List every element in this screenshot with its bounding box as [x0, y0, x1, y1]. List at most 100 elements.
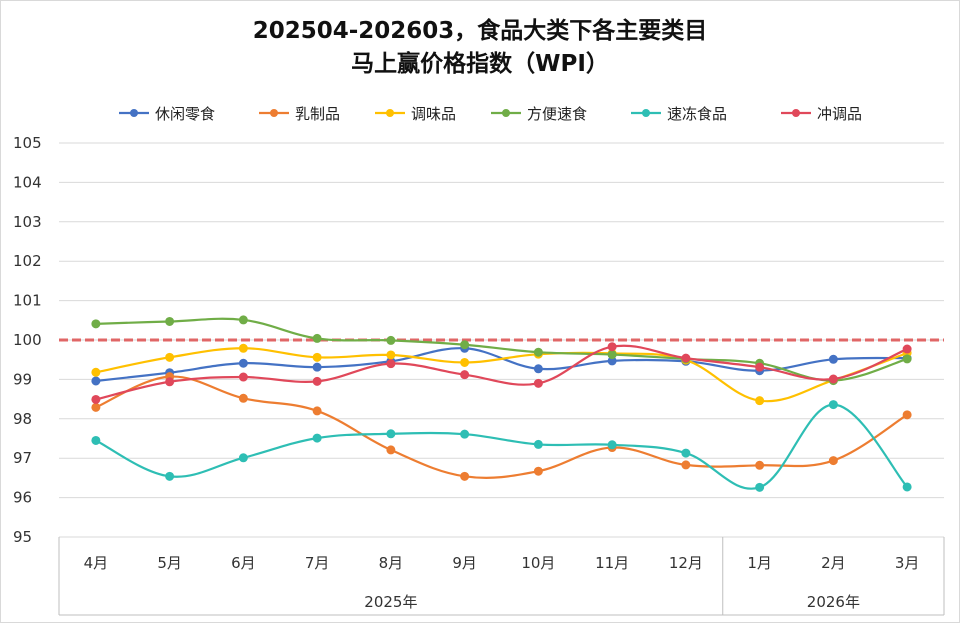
- series-1-point-8: [681, 460, 691, 470]
- x-tick-label: 4月: [84, 554, 109, 572]
- series-5-point-6: [533, 378, 543, 388]
- series-4-point-9: [755, 482, 765, 492]
- series-0-point-10: [828, 354, 838, 364]
- series-4-point-6: [533, 439, 543, 449]
- x-tick-label: 7月: [305, 554, 330, 572]
- y-tick-label-96: 96: [13, 489, 32, 507]
- series-2-point-9: [755, 396, 765, 406]
- series-2-point-1: [165, 352, 175, 362]
- series-5-point-1: [165, 377, 175, 387]
- legend-marker-4: [642, 109, 650, 117]
- y-tick-label-100: 100: [13, 331, 42, 349]
- legend-label-4: 速冻食品: [667, 105, 727, 123]
- series-0-point-0: [91, 376, 101, 386]
- legend-marker-1: [270, 109, 278, 117]
- series-2-point-0: [91, 367, 101, 377]
- series-5-point-2: [238, 372, 248, 382]
- series-4-point-5: [460, 429, 470, 439]
- x-tick-label: 9月: [452, 554, 477, 572]
- legend-label-1: 乳制品: [295, 105, 340, 123]
- y-tick-label-103: 103: [13, 213, 42, 231]
- y-tick-label-95: 95: [13, 528, 32, 546]
- series-1-point-3: [312, 406, 322, 416]
- series-line-2: [95, 347, 908, 403]
- x-tick-label: 2月: [821, 554, 846, 572]
- series-2-point-3: [312, 352, 322, 362]
- series-5-point-8: [681, 353, 691, 363]
- series-5-point-0: [91, 394, 101, 404]
- y-tick-label-105: 105: [13, 134, 42, 152]
- x-tick-label: 3月: [895, 554, 920, 572]
- legend-label-5: 冲调品: [817, 105, 862, 123]
- y-tick-label-98: 98: [13, 410, 32, 428]
- series-1-point-9: [755, 460, 765, 470]
- series-3-point-5: [460, 340, 470, 350]
- series-4-point-11: [902, 482, 912, 492]
- series-4-point-8: [681, 448, 691, 458]
- series-3-point-6: [533, 347, 543, 357]
- series-1-point-11: [902, 410, 912, 420]
- series-5-point-9: [755, 362, 765, 372]
- chart-title-line-1: 202504-202603，食品大类下各主要类目: [252, 18, 708, 44]
- legend-marker-3: [502, 109, 510, 117]
- series-line-3: [95, 317, 908, 382]
- chart-title: 202504-202603，食品大类下各主要类目 马上赢价格指数（WPI）: [1, 15, 959, 81]
- series-3-point-2: [238, 315, 248, 325]
- y-tick-label-104: 104: [13, 173, 42, 191]
- series-5-point-11: [902, 344, 912, 354]
- x-tick-label: 6月: [231, 554, 256, 572]
- series-line-0: [95, 347, 908, 383]
- series-4-point-1: [165, 471, 175, 481]
- series-2-point-2: [238, 343, 248, 353]
- series-3-point-1: [165, 316, 175, 326]
- y-tick-label-97: 97: [13, 449, 32, 467]
- series-5-point-4: [386, 359, 396, 369]
- legend-label-2: 调味品: [411, 105, 456, 123]
- series-line-1: [95, 375, 908, 479]
- series-4-point-4: [386, 429, 396, 439]
- x-tick-label: 10月: [521, 554, 555, 572]
- y-tick-label-99: 99: [13, 370, 32, 388]
- legend-marker-2: [386, 109, 394, 117]
- x-tick-label: 1月: [747, 554, 772, 572]
- series-3-point-3: [312, 333, 322, 343]
- series-0-point-2: [238, 358, 248, 368]
- series-line-4: [95, 403, 908, 490]
- legend-marker-5: [792, 109, 800, 117]
- legend-marker-0: [130, 109, 138, 117]
- series-1-point-2: [238, 393, 248, 403]
- series-0-point-6: [533, 364, 543, 374]
- series-5-point-7: [607, 342, 617, 352]
- series-1-point-6: [533, 466, 543, 476]
- series-3-point-11: [902, 354, 912, 364]
- series-4-point-7: [607, 440, 617, 450]
- series-1-point-0: [91, 402, 101, 412]
- x-tick-label: 8月: [379, 554, 404, 572]
- series-3-point-7: [607, 350, 617, 360]
- y-tick-label-101: 101: [13, 292, 42, 310]
- series-0-point-3: [312, 362, 322, 372]
- series-3-point-0: [91, 319, 101, 329]
- y-tick-label-102: 102: [13, 252, 42, 270]
- series-2-point-5: [460, 357, 470, 367]
- series-1-point-5: [460, 471, 470, 481]
- series-5-point-10: [828, 374, 838, 384]
- series-4-point-3: [312, 433, 322, 443]
- year-group-label: 2025年: [364, 593, 417, 611]
- series-5-point-3: [312, 376, 322, 386]
- x-tick-label: 5月: [157, 554, 182, 572]
- series-4-point-2: [238, 453, 248, 463]
- chart-title-line-2: 马上赢价格指数（WPI）: [351, 51, 609, 77]
- x-tick-label: 12月: [669, 554, 703, 572]
- x-tick-label: 11月: [595, 554, 629, 572]
- legend-label-3: 方便速食: [527, 105, 587, 123]
- year-group-label: 2026年: [807, 593, 860, 611]
- series-line-5: [95, 344, 908, 401]
- series-5-point-5: [460, 370, 470, 380]
- series-3-point-4: [386, 335, 396, 345]
- series-1-point-4: [386, 445, 396, 455]
- series-2-point-4: [386, 350, 396, 360]
- series-1-point-10: [828, 456, 838, 466]
